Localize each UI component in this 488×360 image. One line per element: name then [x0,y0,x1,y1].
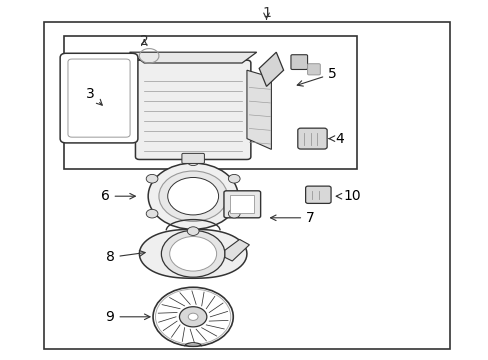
Text: 1: 1 [262,6,270,19]
Text: 8: 8 [105,251,145,264]
FancyBboxPatch shape [182,153,204,163]
Text: 7: 7 [270,211,314,225]
Circle shape [188,313,198,320]
Polygon shape [259,52,283,86]
Circle shape [179,307,206,327]
Text: 4: 4 [328,132,344,145]
Polygon shape [246,70,271,149]
Text: 3: 3 [86,87,102,105]
FancyBboxPatch shape [68,59,130,137]
Circle shape [146,210,158,218]
FancyBboxPatch shape [290,55,307,69]
Bar [230,195,254,213]
Circle shape [161,230,224,277]
Polygon shape [129,52,256,63]
Text: 5: 5 [297,67,336,86]
Circle shape [148,163,238,229]
FancyBboxPatch shape [297,128,326,149]
Bar [44,22,449,349]
Text: 2: 2 [140,35,148,48]
Circle shape [159,171,227,221]
FancyBboxPatch shape [224,191,260,218]
Polygon shape [224,239,249,261]
Circle shape [146,175,158,183]
Circle shape [228,210,240,218]
Circle shape [169,237,216,271]
Circle shape [187,227,199,235]
FancyBboxPatch shape [135,60,250,159]
Bar [63,36,356,169]
Polygon shape [139,229,246,278]
Circle shape [187,157,199,166]
FancyBboxPatch shape [307,64,320,75]
Text: 10: 10 [336,189,360,203]
Text: 9: 9 [105,310,150,324]
FancyBboxPatch shape [60,53,138,143]
Circle shape [228,175,240,183]
Circle shape [167,177,218,215]
Circle shape [153,287,233,346]
FancyBboxPatch shape [305,186,330,203]
Text: 6: 6 [101,189,135,203]
